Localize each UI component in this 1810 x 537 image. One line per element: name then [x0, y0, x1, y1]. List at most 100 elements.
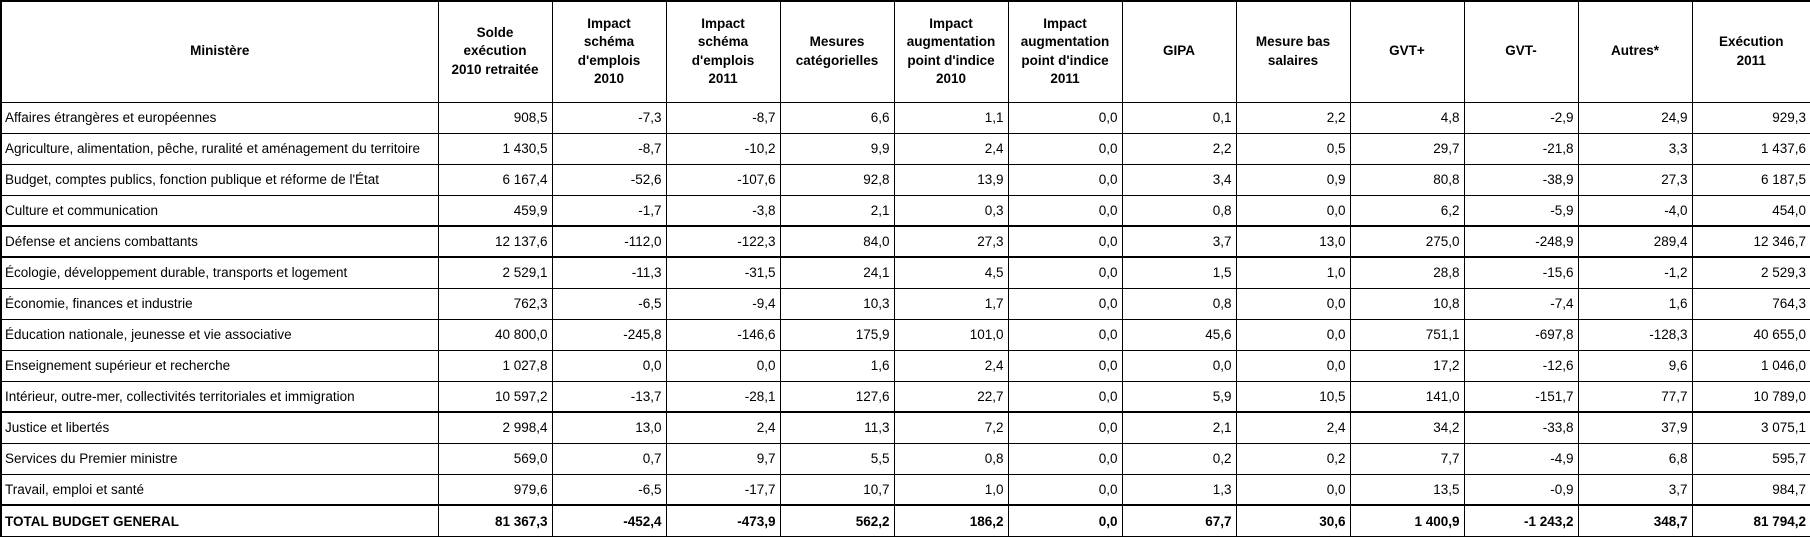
ministry-name-cell: Budget, comptes publics, fonction publiq…	[0, 163, 439, 196]
value-cell-gvt-plus: 6,2	[1349, 194, 1465, 227]
ministry-name-cell: Économie, finances et industrie	[0, 287, 439, 320]
value-cell-mesure-bas-salaires: 30,6	[1235, 504, 1351, 537]
value-cell-mesures-categorielles: 92,8	[779, 163, 895, 196]
value-cell-gvt-plus: 275,0	[1349, 225, 1465, 258]
value-cell-mesures-categorielles: 562,2	[779, 504, 895, 537]
table-row: Budget, comptes publics, fonction publiq…	[0, 163, 1810, 196]
value-cell-impact-augmentation-point-indice-2011: 0,0	[1007, 318, 1123, 351]
value-cell-impact-augmentation-point-indice-2010: 1,1	[893, 101, 1009, 134]
value-cell-execution-2011: 595,7	[1691, 442, 1810, 475]
value-cell-gipa: 3,7	[1121, 225, 1237, 258]
column-header-impact-augmentation-point-indice-2011: Impact augmentation point d'indice 2011	[1007, 0, 1123, 103]
value-cell-execution-2011: 6 187,5	[1691, 163, 1810, 196]
value-cell-impact-augmentation-point-indice-2011: 0,0	[1007, 256, 1123, 289]
value-cell-impact-schema-emplois-2011: -107,6	[665, 163, 781, 196]
value-cell-gipa: 1,5	[1121, 256, 1237, 289]
ministry-name-cell: Services du Premier ministre	[0, 442, 439, 475]
value-cell-mesure-bas-salaires: 10,5	[1235, 380, 1351, 413]
value-cell-solde-execution-2010-retraitee: 569,0	[437, 442, 553, 475]
value-cell-impact-augmentation-point-indice-2010: 4,5	[893, 256, 1009, 289]
value-cell-impact-schema-emplois-2011: -473,9	[665, 504, 781, 537]
column-header-ministere: Ministère	[0, 0, 439, 103]
value-cell-mesures-categorielles: 10,3	[779, 287, 895, 320]
value-cell-impact-schema-emplois-2011: -9,4	[665, 287, 781, 320]
value-cell-mesure-bas-salaires: 2,2	[1235, 101, 1351, 134]
column-header-mesures-categorielles: Mesures catégorielles	[779, 0, 895, 103]
value-cell-impact-schema-emplois-2011: -28,1	[665, 380, 781, 413]
table-row: Éducation nationale, jeunesse et vie ass…	[0, 318, 1810, 351]
value-cell-impact-augmentation-point-indice-2010: 2,4	[893, 132, 1009, 165]
ministry-name-cell: Affaires étrangères et européennes	[0, 101, 439, 134]
value-cell-impact-augmentation-point-indice-2010: 1,7	[893, 287, 1009, 320]
value-cell-autres: 6,8	[1577, 442, 1693, 475]
value-cell-autres: -128,3	[1577, 318, 1693, 351]
ministry-name-cell: Défense et anciens combattants	[0, 225, 439, 258]
value-cell-impact-augmentation-point-indice-2011: 0,0	[1007, 225, 1123, 258]
column-header-gvt-minus: GVT-	[1463, 0, 1579, 103]
value-cell-solde-execution-2010-retraitee: 1 430,5	[437, 132, 553, 165]
value-cell-gvt-plus: 80,8	[1349, 163, 1465, 196]
value-cell-autres: -1,2	[1577, 256, 1693, 289]
value-cell-solde-execution-2010-retraitee: 12 137,6	[437, 225, 553, 258]
value-cell-gvt-minus: -2,9	[1463, 101, 1579, 134]
value-cell-gvt-plus: 4,8	[1349, 101, 1465, 134]
value-cell-impact-schema-emplois-2011: -146,6	[665, 318, 781, 351]
value-cell-impact-augmentation-point-indice-2010: 0,3	[893, 194, 1009, 227]
value-cell-solde-execution-2010-retraitee: 762,3	[437, 287, 553, 320]
value-cell-mesure-bas-salaires: 1,0	[1235, 256, 1351, 289]
table-row: Économie, finances et industrie 762,3 -6,5…	[0, 287, 1810, 320]
value-cell-execution-2011: 81 794,2	[1691, 504, 1810, 537]
table-row: Services du Premier ministre 569,0 0,7 9,7 5…	[0, 442, 1810, 475]
value-cell-mesures-categorielles: 11,3	[779, 411, 895, 444]
value-cell-gvt-minus: -21,8	[1463, 132, 1579, 165]
value-cell-execution-2011: 929,3	[1691, 101, 1810, 134]
value-cell-mesures-categorielles: 175,9	[779, 318, 895, 351]
value-cell-gvt-minus: -33,8	[1463, 411, 1579, 444]
value-cell-mesures-categorielles: 9,9	[779, 132, 895, 165]
value-cell-gvt-plus: 7,7	[1349, 442, 1465, 475]
value-cell-autres: 9,6	[1577, 349, 1693, 382]
value-cell-gipa: 1,3	[1121, 473, 1237, 506]
value-cell-gipa: 2,1	[1121, 411, 1237, 444]
value-cell-execution-2011: 3 075,1	[1691, 411, 1810, 444]
value-cell-execution-2011: 1 046,0	[1691, 349, 1810, 382]
value-cell-execution-2011: 10 789,0	[1691, 380, 1810, 413]
value-cell-impact-augmentation-point-indice-2011: 0,0	[1007, 380, 1123, 413]
ministry-name-cell: Agriculture, alimentation, pêche, rurali…	[0, 132, 439, 165]
table-row: Enseignement supérieur et recherche 1 027…	[0, 349, 1810, 382]
table-header: Ministère Solde exécution 2010 retraitée I…	[0, 0, 1810, 103]
value-cell-gipa: 45,6	[1121, 318, 1237, 351]
value-cell-execution-2011: 764,3	[1691, 287, 1810, 320]
value-cell-mesure-bas-salaires: 0,0	[1235, 194, 1351, 227]
value-cell-impact-schema-emplois-2010: -6,5	[551, 287, 667, 320]
value-cell-impact-augmentation-point-indice-2011: 0,0	[1007, 163, 1123, 196]
value-cell-impact-schema-emplois-2011: 0,0	[665, 349, 781, 382]
value-cell-impact-augmentation-point-indice-2010: 13,9	[893, 163, 1009, 196]
value-cell-autres: 348,7	[1577, 504, 1693, 537]
value-cell-impact-schema-emplois-2011: -17,7	[665, 473, 781, 506]
value-cell-mesure-bas-salaires: 2,4	[1235, 411, 1351, 444]
value-cell-mesure-bas-salaires: 0,9	[1235, 163, 1351, 196]
value-cell-gipa: 0,2	[1121, 442, 1237, 475]
value-cell-gvt-plus: 28,8	[1349, 256, 1465, 289]
value-cell-mesure-bas-salaires: 0,0	[1235, 287, 1351, 320]
table-row: Écologie, développement durable, transpo…	[0, 256, 1810, 289]
value-cell-mesure-bas-salaires: 0,5	[1235, 132, 1351, 165]
value-cell-impact-augmentation-point-indice-2010: 7,2	[893, 411, 1009, 444]
value-cell-gvt-plus: 29,7	[1349, 132, 1465, 165]
table-body: Affaires étrangères et européennes 908,5-…	[0, 101, 1810, 537]
value-cell-gvt-minus: -12,6	[1463, 349, 1579, 382]
ministry-name-cell: Enseignement supérieur et recherche	[0, 349, 439, 382]
value-cell-gipa: 2,2	[1121, 132, 1237, 165]
value-cell-impact-augmentation-point-indice-2011: 0,0	[1007, 132, 1123, 165]
value-cell-execution-2011: 12 346,7	[1691, 225, 1810, 258]
value-cell-autres: -4,0	[1577, 194, 1693, 227]
value-cell-autres: 24,9	[1577, 101, 1693, 134]
ministry-name-cell: Justice et libertés	[0, 411, 439, 444]
value-cell-mesure-bas-salaires: 13,0	[1235, 225, 1351, 258]
value-cell-impact-schema-emplois-2011: 9,7	[665, 442, 781, 475]
value-cell-impact-schema-emplois-2011: -8,7	[665, 101, 781, 134]
value-cell-gvt-minus: -248,9	[1463, 225, 1579, 258]
value-cell-gvt-minus: -7,4	[1463, 287, 1579, 320]
